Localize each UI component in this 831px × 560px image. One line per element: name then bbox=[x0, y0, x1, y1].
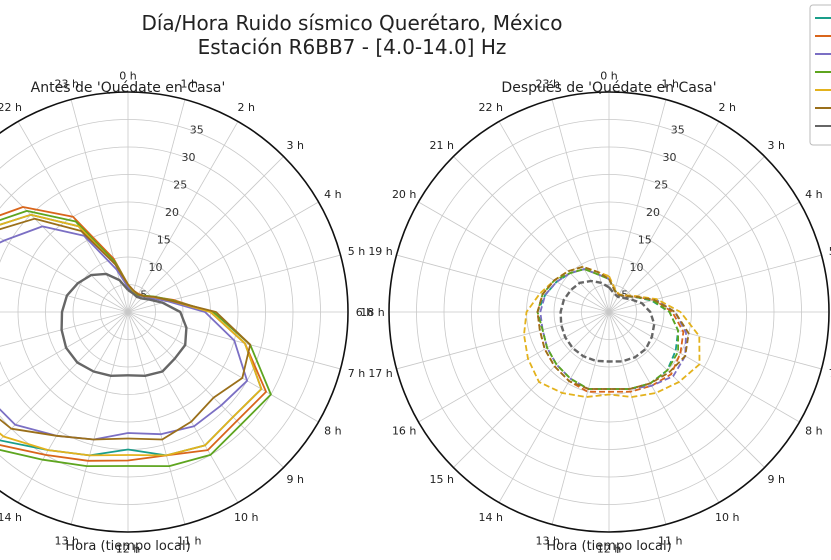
hour-tick-label: 8 h bbox=[805, 424, 822, 437]
hour-tick-label: 2 h bbox=[719, 101, 736, 114]
radial-tick-label: 15 bbox=[638, 234, 652, 247]
hour-tick-label: 13 h bbox=[55, 534, 79, 547]
radial-tick-label: 35 bbox=[671, 124, 685, 137]
series-line-brown bbox=[0, 217, 252, 441]
radial-tick-label: 20 bbox=[646, 206, 660, 219]
ring-gridline bbox=[581, 284, 637, 340]
legend-box bbox=[809, 4, 831, 146]
x-axis-label-after: Hora (tiempo local) bbox=[546, 539, 671, 554]
ring-gridline bbox=[553, 256, 665, 368]
hour-tick-label: 23 h bbox=[536, 78, 560, 91]
hour-tick-label: 22 h bbox=[479, 101, 503, 114]
hour-tick-label: 2 h bbox=[238, 101, 255, 114]
ring-gridline bbox=[72, 256, 184, 368]
radial-tick-label: 15 bbox=[157, 234, 171, 247]
ring-gridline bbox=[17, 201, 239, 423]
hour-tick-label: 5 h bbox=[348, 245, 365, 258]
ring-gridline bbox=[0, 146, 294, 478]
radial-tick-label: 20 bbox=[165, 206, 179, 219]
hour-tick-label: 20 h bbox=[392, 188, 416, 201]
series-line-gray bbox=[60, 272, 188, 377]
hour-tick-label: 9 h bbox=[767, 473, 784, 486]
figure-title-line1: Día/Hora Ruido sísmico Querétaro, México bbox=[141, 11, 562, 35]
hour-tick-label: 11 h bbox=[177, 534, 201, 547]
hour-tick-label: 9 h bbox=[286, 473, 303, 486]
radial-tick-label: 30 bbox=[663, 151, 677, 164]
hour-tick-label: 7 h bbox=[348, 367, 365, 380]
radial-tick-label: 10 bbox=[630, 261, 644, 274]
x-axis-label-before: Hora (tiempo local) bbox=[65, 539, 190, 554]
hour-tick-label: 23 h bbox=[55, 78, 79, 91]
hour-tick-label: 7 h bbox=[829, 367, 831, 380]
hour-tick-label: 15 h bbox=[430, 473, 454, 486]
outer-axis-circle bbox=[0, 91, 349, 533]
hour-tick-label: 13 h bbox=[536, 534, 560, 547]
hour-tick-label: 19 h bbox=[368, 245, 392, 258]
series-line-purple bbox=[0, 225, 248, 441]
hour-tick-label: 14 h bbox=[479, 511, 503, 524]
hour-tick-label: 1 h bbox=[180, 78, 197, 91]
figure-title-line2: Estación R6BB7 - [4.0-14.0] Hz bbox=[198, 35, 507, 59]
hour-tick-label: 11 h bbox=[658, 534, 682, 547]
plot-title-before: Antes de 'Quédate en Casa' bbox=[31, 80, 226, 96]
radial-tick-label: 25 bbox=[173, 179, 187, 192]
hour-tick-label: 17 h bbox=[368, 367, 392, 380]
outer-axis-circle bbox=[388, 91, 830, 533]
radial-tick-label: 35 bbox=[190, 124, 204, 137]
ring-gridline bbox=[498, 201, 720, 423]
hour-tick-label: 0 h bbox=[600, 70, 617, 83]
hour-tick-label: 16 h bbox=[392, 424, 416, 437]
radial-tick-label: 25 bbox=[654, 179, 668, 192]
hour-tick-label: 4 h bbox=[324, 188, 341, 201]
hour-tick-label: 22 h bbox=[0, 101, 22, 114]
hour-tick-label: 3 h bbox=[767, 139, 784, 152]
hour-tick-label: 4 h bbox=[805, 188, 822, 201]
ring-gridline bbox=[443, 146, 775, 478]
radial-tick-label: 10 bbox=[149, 261, 163, 274]
series-line-brown bbox=[536, 265, 690, 390]
series-line-gray bbox=[559, 279, 656, 363]
hour-tick-label: 21 h bbox=[430, 139, 454, 152]
hour-tick-label: 12 h bbox=[597, 543, 621, 556]
ring-gridline bbox=[0, 119, 321, 505]
hour-tick-label: 5 h bbox=[829, 245, 831, 258]
radial-tick-label: 30 bbox=[182, 151, 196, 164]
legend bbox=[809, 4, 831, 146]
hour-tick-label: 3 h bbox=[286, 139, 303, 152]
radial-tick-label: 5 bbox=[621, 289, 628, 302]
ring-gridline bbox=[416, 119, 802, 505]
hour-tick-label: 14 h bbox=[0, 511, 22, 524]
hour-tick-label: 1 h bbox=[661, 78, 678, 91]
series-line-teal bbox=[0, 213, 263, 457]
hour-tick-label: 10 h bbox=[234, 511, 258, 524]
hour-tick-label: 6 h bbox=[356, 306, 373, 319]
hour-tick-label: 12 h bbox=[116, 543, 140, 556]
series-line-yellow bbox=[0, 213, 263, 457]
hour-tick-label: 18 h bbox=[360, 306, 384, 319]
hour-tick-label: 0 h bbox=[119, 70, 136, 83]
ring-gridline bbox=[471, 174, 747, 450]
plot-title-after: Después de 'Quédate en Casa' bbox=[501, 80, 716, 96]
hour-tick-label: 10 h bbox=[715, 511, 739, 524]
hour-tick-label: 8 h bbox=[324, 424, 341, 437]
